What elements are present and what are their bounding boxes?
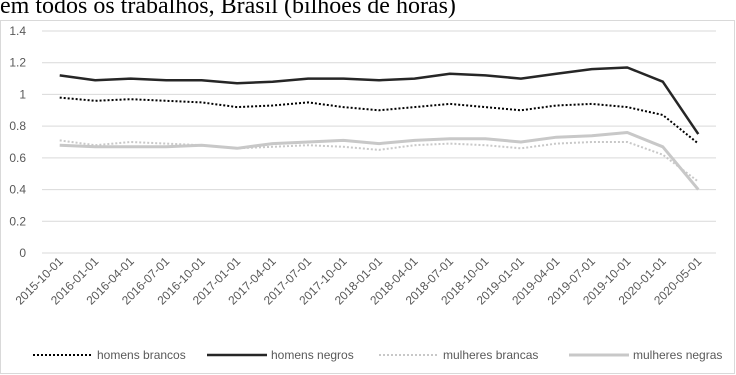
legend-label: mulheres brancas xyxy=(443,348,538,362)
legend: homens brancos homens negros mulheres bran… xyxy=(33,348,722,362)
x-axis-tick-labels: 2015-10-012016-01-012016-04-012016-07-01… xyxy=(13,254,705,308)
gridlines xyxy=(42,30,716,254)
series-line-homens-brancos xyxy=(59,96,699,145)
y-axis-tick-labels: 0 0.2 0.4 0.6 0.8 1 1.2 1.4 xyxy=(9,24,26,260)
series-line-mulheres-brancas xyxy=(59,139,699,183)
y-tick-label: 0.8 xyxy=(9,119,26,133)
y-tick-label: 1.2 xyxy=(9,56,26,70)
y-tick-label: 0.2 xyxy=(9,214,26,228)
y-tick-label: 1.4 xyxy=(9,24,26,38)
chart-title: em todos os trabalhos, Brasil (bilhões d… xyxy=(0,0,456,19)
y-tick-label: 0.6 xyxy=(9,151,26,165)
y-tick-label: 0 xyxy=(19,246,26,260)
chart-frame xyxy=(0,20,735,374)
series-lines xyxy=(59,66,700,191)
legend-label: homens negros xyxy=(271,348,354,362)
legend-label: homens brancos xyxy=(97,348,186,362)
series-line-mulheres-negras xyxy=(59,131,700,191)
legend-label: mulheres negras xyxy=(633,348,722,362)
y-tick-label: 1 xyxy=(19,87,26,101)
series-line-homens-negros xyxy=(59,66,700,135)
y-tick-label: 0.4 xyxy=(9,183,26,197)
